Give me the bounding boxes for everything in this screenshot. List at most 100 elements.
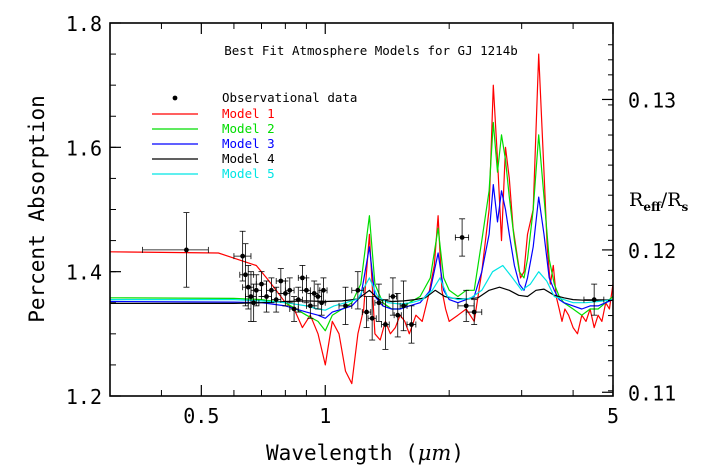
data-marker (253, 287, 259, 293)
right-tick-label: 0.12 (628, 239, 676, 263)
data-marker (395, 312, 401, 318)
data-point-5 (245, 271, 257, 322)
right-axis-label: Reff/Rs (629, 189, 689, 214)
data-point-33 (406, 305, 417, 344)
y-axis-label: Percent Absorption (25, 95, 49, 323)
data-point-11 (271, 286, 282, 313)
data-marker (390, 294, 396, 299)
legend-item-observational-data: Observational data (172, 90, 357, 105)
observational-points (142, 212, 605, 350)
data-point-12 (275, 268, 286, 294)
data-marker (401, 303, 407, 309)
data-marker (295, 297, 301, 303)
legend-label: Model 1 (222, 106, 275, 121)
legend-label: Observational data (222, 90, 357, 105)
x-axis-label: Wavelength (μm) (266, 441, 464, 465)
data-point-26 (361, 296, 372, 329)
data-marker (315, 294, 321, 299)
data-marker (273, 297, 279, 303)
axis-ticks (109, 22, 614, 397)
data-point-13 (280, 280, 291, 307)
data-marker (591, 297, 597, 303)
data-marker (369, 315, 375, 321)
series-line-model-1 (110, 53, 613, 385)
data-point-7 (250, 274, 262, 307)
data-point-30 (388, 277, 397, 316)
data-marker (459, 235, 465, 240)
data-marker (248, 294, 254, 299)
y-tick-label: 1.4 (66, 261, 102, 285)
right-tick-label: 0.11 (628, 381, 676, 405)
data-marker (364, 309, 369, 315)
data-marker (307, 303, 313, 309)
y-tick-label: 1.2 (66, 385, 102, 409)
data-point-36 (465, 299, 483, 325)
data-marker (376, 300, 382, 306)
x-tick-label: 1 (319, 404, 331, 428)
data-point-16 (293, 286, 303, 313)
data-point-14 (284, 277, 295, 304)
data-marker (278, 278, 284, 284)
model-curves (110, 53, 613, 385)
x-tick-label: 5 (607, 404, 619, 428)
x-tick-label: 0.5 (183, 404, 219, 428)
data-point-24 (338, 286, 353, 325)
data-point-25 (351, 271, 365, 310)
y-tick-label: 1.8 (66, 12, 102, 36)
right-axis-label-main: R (629, 189, 644, 211)
data-marker (269, 287, 274, 293)
legend-item-model-1: Model 1 (152, 106, 275, 121)
x-axis-label-prefix: Wavelength ( (266, 441, 418, 465)
series-line-model-5 (110, 264, 613, 311)
legend-label: Model 3 (222, 136, 275, 151)
data-marker (240, 253, 246, 259)
data-marker (251, 300, 257, 306)
chart-title: Best Fit Atmosphere Models for GJ 1214b (224, 43, 518, 58)
right-axis-label-slash: /R (661, 189, 682, 211)
legend-marker (172, 95, 178, 101)
data-point-18 (301, 277, 311, 304)
data-point-10 (266, 277, 277, 304)
data-marker (259, 281, 264, 287)
data-point-29 (381, 299, 390, 350)
axis-labels: 1.2 1.4 1.6 1.8 0.11 0.12 0.13 0.5 1 5 (66, 12, 676, 428)
data-point-32 (399, 280, 408, 332)
legend-item-model-3: Model 3 (152, 136, 275, 151)
data-point-31 (393, 293, 402, 338)
x-axis-label-suffix: ) (451, 441, 464, 465)
data-marker (282, 291, 288, 296)
data-point-2 (233, 230, 252, 282)
legend-item-model-2: Model 2 (152, 121, 275, 136)
data-marker (287, 287, 293, 293)
data-marker (245, 284, 251, 290)
data-marker (291, 306, 297, 312)
data-marker (304, 287, 309, 293)
legend-item-model-5: Model 5 (152, 166, 275, 181)
data-marker (243, 272, 248, 278)
right-tick-label: 0.13 (628, 88, 676, 112)
data-marker (463, 303, 469, 309)
data-marker (299, 275, 305, 281)
right-axis-label-sub1: eff (643, 200, 662, 214)
data-point-34 (454, 218, 470, 257)
data-marker (321, 287, 326, 293)
data-marker (409, 322, 414, 327)
data-marker (184, 247, 189, 253)
data-marker (311, 291, 317, 296)
data-marker (471, 309, 477, 315)
data-marker (343, 303, 348, 309)
legend-label: Model 2 (222, 121, 275, 136)
series-line-model-3 (110, 184, 613, 319)
right-axis-label-sub2: s (682, 200, 689, 214)
data-point-23 (319, 277, 328, 304)
legend-label: Model 4 (222, 151, 275, 166)
data-point-37 (583, 283, 605, 316)
data-point-20 (309, 280, 319, 307)
y-tick-label: 1.6 (66, 136, 102, 160)
data-point-1 (142, 212, 209, 288)
legend-item-model-4: Model 4 (152, 151, 275, 166)
legend-label: Model 5 (222, 166, 275, 181)
data-marker (355, 287, 361, 293)
